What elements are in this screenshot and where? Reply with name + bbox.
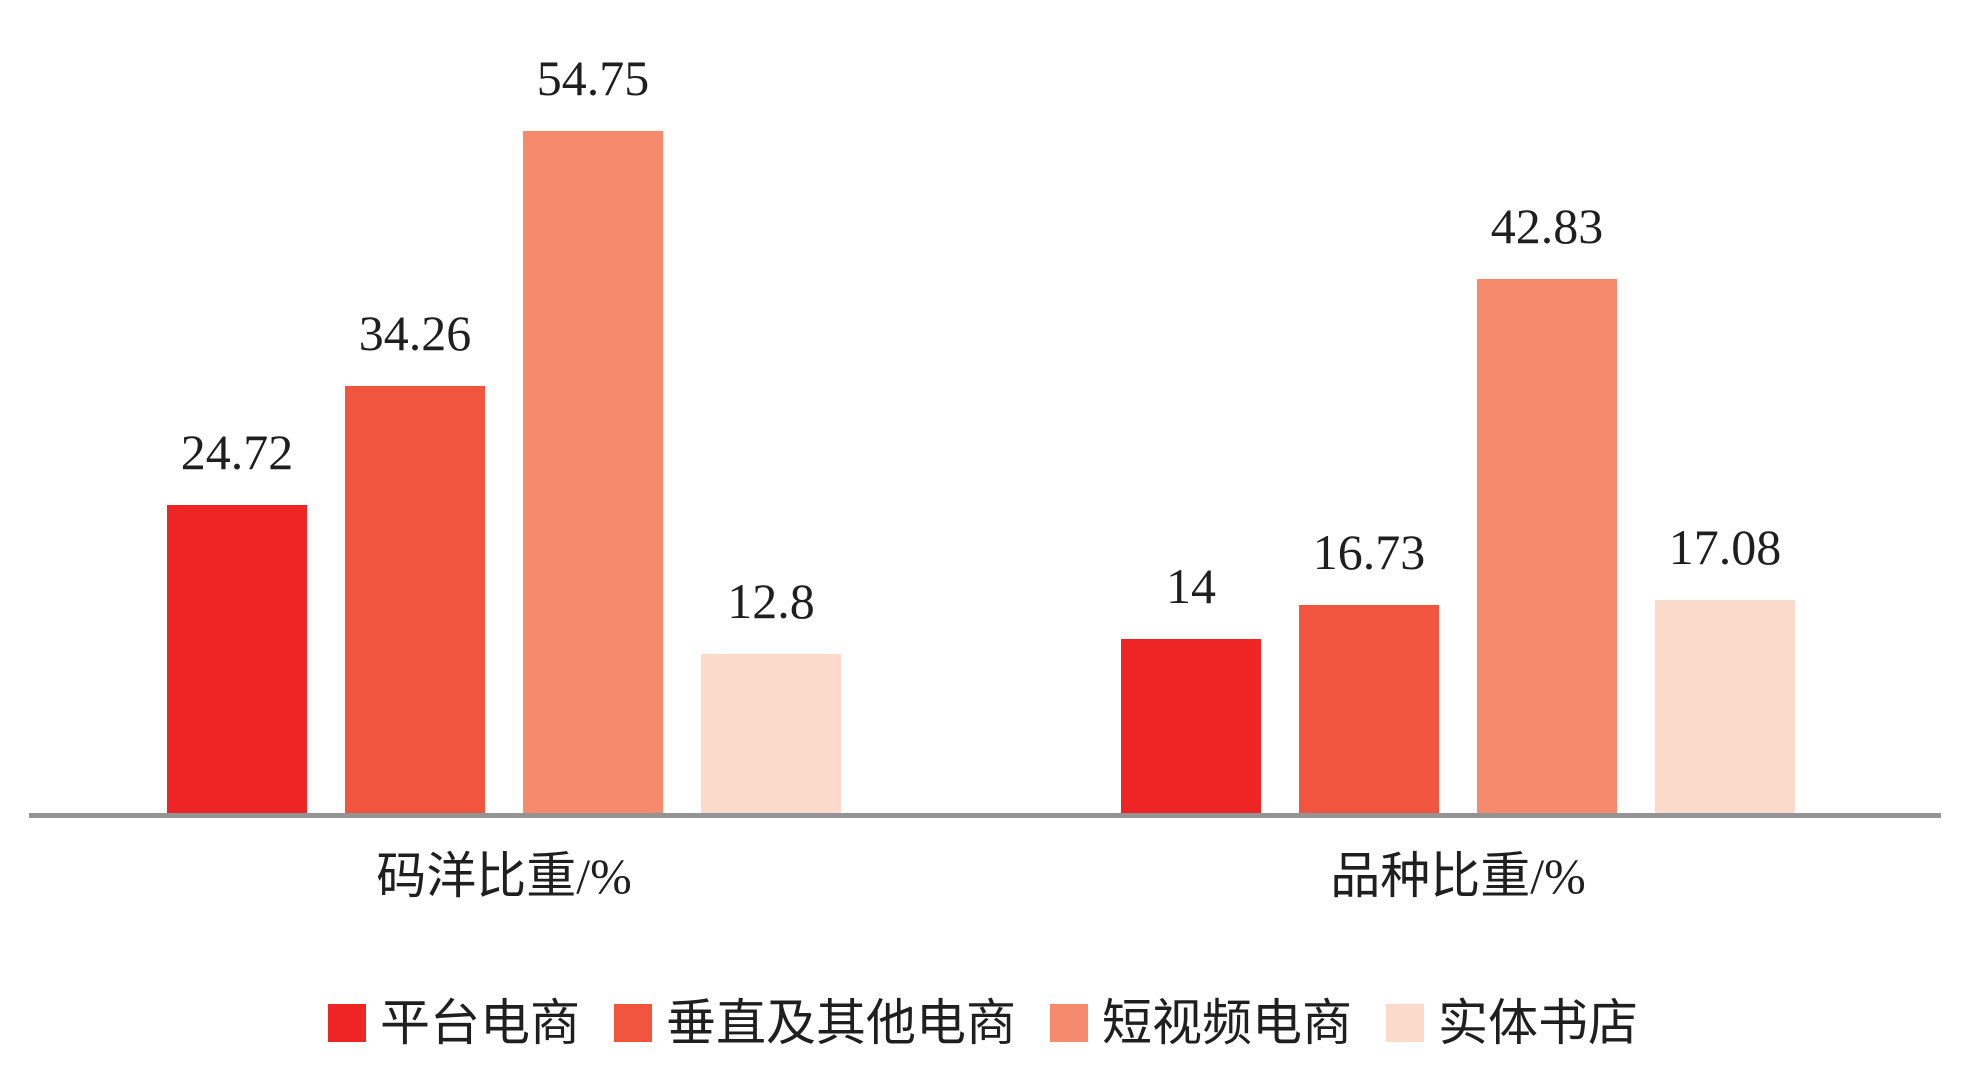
bar-value-label: 54.75 xyxy=(536,50,650,106)
x-axis-line xyxy=(29,813,1941,818)
bar-实体书店 xyxy=(1655,600,1795,813)
legend-item-实体书店: 实体书店 xyxy=(1386,998,1638,1048)
legend-label: 垂直及其他电商 xyxy=(666,995,1016,1051)
bar-value-label: 16.73 xyxy=(1312,524,1426,580)
bar-slot-垂直及其他电商-group2: 16.73 xyxy=(1299,527,1439,813)
bar-slot-垂直及其他电商-group1: 34.26 xyxy=(345,308,485,813)
bar-value-label: 34.26 xyxy=(358,305,472,361)
legend-item-垂直及其他电商: 垂直及其他电商 xyxy=(614,998,1016,1048)
bar-slot-实体书店-group1: 12.8 xyxy=(701,576,841,813)
bar-平台电商 xyxy=(167,505,307,813)
bar-slot-平台电商-group2: 14 xyxy=(1121,561,1261,813)
bar-slot-短视频电商-group1: 54.75 xyxy=(523,53,663,813)
legend-label: 平台电商 xyxy=(380,995,580,1051)
legend-label: 短视频电商 xyxy=(1102,995,1352,1051)
bar-value-label: 14 xyxy=(1166,558,1216,614)
bar-slot-平台电商-group1: 24.72 xyxy=(167,427,307,813)
bar-value-label: 42.83 xyxy=(1490,198,1604,254)
bar-value-label: 24.72 xyxy=(180,424,294,480)
bar-垂直及其他电商 xyxy=(1299,605,1439,813)
category-label-variety-share: 品种比重/% xyxy=(1330,848,1586,904)
bar-slot-实体书店-group2: 17.08 xyxy=(1655,522,1795,813)
legend-item-短视频电商: 短视频电商 xyxy=(1050,998,1352,1048)
legend: 平台电商 垂直及其他电商 短视频电商 实体书店 xyxy=(328,998,1638,1048)
legend-swatch-icon xyxy=(328,1004,366,1042)
bar-垂直及其他电商 xyxy=(345,386,485,813)
bar-slot-短视频电商-group2: 42.83 xyxy=(1477,201,1617,813)
bar-实体书店 xyxy=(701,654,841,813)
legend-label: 实体书店 xyxy=(1438,995,1638,1051)
legend-swatch-icon xyxy=(1050,1004,1088,1042)
legend-swatch-icon xyxy=(1386,1004,1424,1042)
bar-value-label: 12.8 xyxy=(727,573,815,629)
bar-短视频电商 xyxy=(1477,279,1617,813)
bar-平台电商 xyxy=(1121,639,1261,813)
category-label-value-share: 码洋比重/% xyxy=(376,848,632,904)
bar-value-label: 17.08 xyxy=(1668,519,1782,575)
legend-item-平台电商: 平台电商 xyxy=(328,998,580,1048)
plot-area: 17.08 12.8 42.83 54.75 16.73 34.26 14 24.72 xyxy=(29,53,1941,818)
bar-短视频电商 xyxy=(523,131,663,813)
legend-swatch-icon xyxy=(614,1004,652,1042)
